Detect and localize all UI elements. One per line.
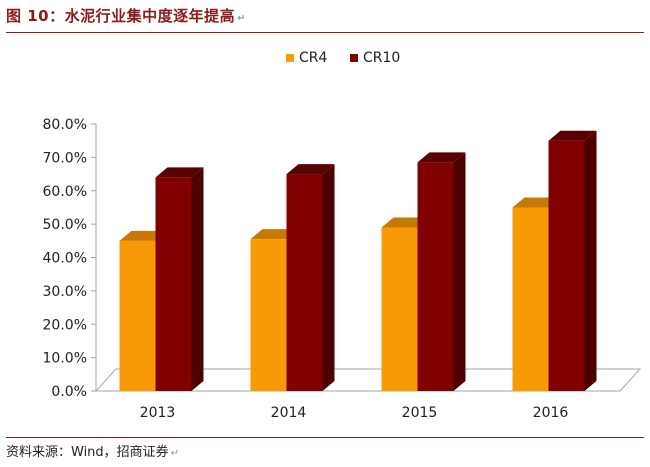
bar-top-face — [155, 167, 204, 178]
y-tick-label: 10.0% — [43, 351, 87, 367]
bar-cr10-2014 — [286, 164, 335, 391]
y-tick-label: 50.0% — [43, 217, 87, 233]
bar-side-face — [191, 167, 204, 391]
bars-layer — [119, 130, 597, 391]
y-tick-label: 80.0% — [43, 117, 87, 133]
bar-top-face — [548, 130, 597, 141]
source-note: 资料来源：Wind，招商证券 ↵ — [6, 441, 179, 460]
y-tick-label: 30.0% — [43, 284, 87, 300]
bar-top-face — [417, 152, 466, 163]
bar-top-face — [286, 164, 335, 175]
y-tick-label: 40.0% — [43, 251, 87, 267]
bar-side-face — [322, 164, 335, 391]
bar-front-face — [381, 227, 418, 391]
title-divider — [6, 32, 644, 33]
legend-label-cr10: CR10 — [363, 50, 400, 66]
paragraph-mark-icon: ↵ — [237, 13, 246, 24]
bar-cr10-2016 — [548, 130, 597, 391]
bar-front-face — [250, 239, 287, 391]
x-tick-label: 2015 — [402, 405, 438, 421]
bar-front-face — [286, 174, 323, 391]
bar-front-face — [512, 207, 549, 391]
bar-cr10-2013 — [155, 167, 204, 391]
x-tick-label: 2013 — [140, 405, 176, 421]
legend-label-cr4: CR4 — [299, 50, 328, 66]
x-tick-label: 2016 — [533, 405, 569, 421]
source-text: 资料来源：Wind，招商证券 — [6, 445, 169, 460]
bar-front-face — [417, 162, 454, 391]
legend-swatch-cr10 — [350, 54, 358, 62]
paragraph-mark-icon: ↵ — [170, 448, 180, 459]
bar-cr10-2015 — [417, 152, 466, 391]
bar-front-face — [155, 177, 192, 391]
legend: CR4 CR10 — [286, 50, 400, 66]
legend-swatch-cr4 — [286, 54, 294, 62]
bar-front-face — [548, 140, 585, 391]
y-tick-label: 0.0% — [51, 384, 87, 400]
bar-side-face — [584, 130, 597, 391]
y-tick-label: 70.0% — [43, 150, 87, 166]
y-tick-label: 60.0% — [43, 184, 87, 200]
source-divider — [6, 437, 644, 438]
chart-title-text: 图 10：水泥行业集中度逐年提高 — [6, 7, 236, 25]
axes-layer: 0.0% 10.0% 20.0% 30.0% 40.0% 50.0% 60.0% 70.0% 8… — [43, 117, 642, 421]
bar-front-face — [119, 240, 156, 391]
bar-chart: 0.0% 10.0% 20.0% 30.0% 40.0% 50.0% 60.0% 70.0% 8… — [43, 50, 642, 421]
x-tick-label: 2014 — [271, 405, 307, 421]
bar-side-face — [453, 152, 466, 391]
chart-title: 图 10：水泥行业集中度逐年提高 ↵ — [6, 5, 246, 26]
y-tick-label: 20.0% — [43, 317, 87, 333]
